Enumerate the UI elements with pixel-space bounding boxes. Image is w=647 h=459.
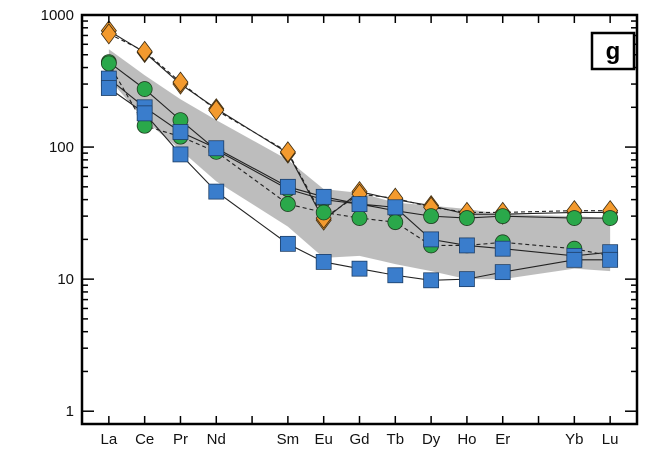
data-point-5-Gd	[351, 196, 368, 212]
data-point-6-Pr	[172, 146, 189, 163]
panel-label-box: g	[590, 31, 636, 71]
data-point-5-Sm	[279, 178, 296, 195]
data-point-6-Gd	[351, 260, 368, 277]
data-point-6-La	[100, 80, 117, 96]
data-point-5-Nd	[208, 140, 225, 157]
x-tick-label: Er	[495, 431, 510, 448]
data-point-3-Lu	[602, 210, 619, 226]
data-point-4-La	[100, 55, 117, 72]
x-tick-label: Nd	[207, 431, 226, 448]
data-point-4-Sm	[279, 196, 296, 212]
data-point-4-Eu	[315, 204, 332, 221]
data-point-2-Pr	[172, 71, 189, 93]
data-point-2-Ce	[136, 40, 153, 63]
panel-label: g	[606, 38, 621, 65]
data-point-5-Ho	[459, 237, 475, 254]
data-point-3-Er	[494, 208, 511, 225]
data-point-2-Nd	[208, 99, 225, 121]
data-point-6-Dy	[423, 272, 440, 289]
data-point-6-Lu	[602, 251, 619, 268]
data-point-3-Ho	[459, 210, 475, 226]
y-tick-label: 10	[57, 271, 74, 288]
data-point-6-Er	[494, 264, 511, 281]
shaded-range-band	[108, 49, 611, 280]
data-point-5-Tb	[387, 199, 404, 216]
data-point-3-Yb	[566, 210, 583, 226]
data-point-2-Sm	[279, 141, 296, 163]
data-point-5-Er	[494, 240, 511, 257]
data-point-4-Gd	[351, 210, 368, 226]
x-tick-label: Ho	[457, 431, 476, 448]
shaded-range-layer	[108, 49, 611, 280]
data-point-6-Tb	[387, 267, 404, 284]
x-tick-label: Gd	[349, 431, 369, 448]
data-point-4-Tb	[387, 214, 404, 231]
data-point-6-Eu	[315, 254, 332, 270]
x-tick-label: Pr	[173, 431, 188, 448]
y-tick-label: 1000	[41, 7, 74, 24]
x-tick-label: Yb	[565, 431, 583, 448]
x-tick-label: Lu	[602, 431, 619, 448]
x-tick-label: Dy	[422, 431, 441, 448]
data-point-6-Ho	[459, 271, 475, 288]
data-point-5-Dy	[423, 231, 440, 248]
data-point-6-Sm	[279, 235, 296, 252]
y-tick-label: 1	[66, 403, 74, 420]
data-point-6-Nd	[208, 183, 225, 200]
x-tick-label: Tb	[387, 431, 405, 448]
data-point-5-Pr	[172, 124, 189, 140]
x-tick-label: Ce	[135, 431, 154, 448]
data-point-3-Dy	[423, 208, 440, 225]
series-layer	[100, 20, 619, 289]
data-point-5-Eu	[315, 188, 332, 205]
x-tick-label: Eu	[315, 431, 333, 448]
data-point-6-Ce	[136, 105, 153, 122]
data-point-2-La	[100, 23, 117, 45]
y-tick-label: 100	[49, 139, 74, 156]
data-point-3-Ce	[136, 81, 153, 97]
data-point-6-Yb	[566, 251, 583, 268]
x-tick-label: Sm	[277, 431, 300, 448]
x-tick-label: La	[101, 431, 118, 448]
